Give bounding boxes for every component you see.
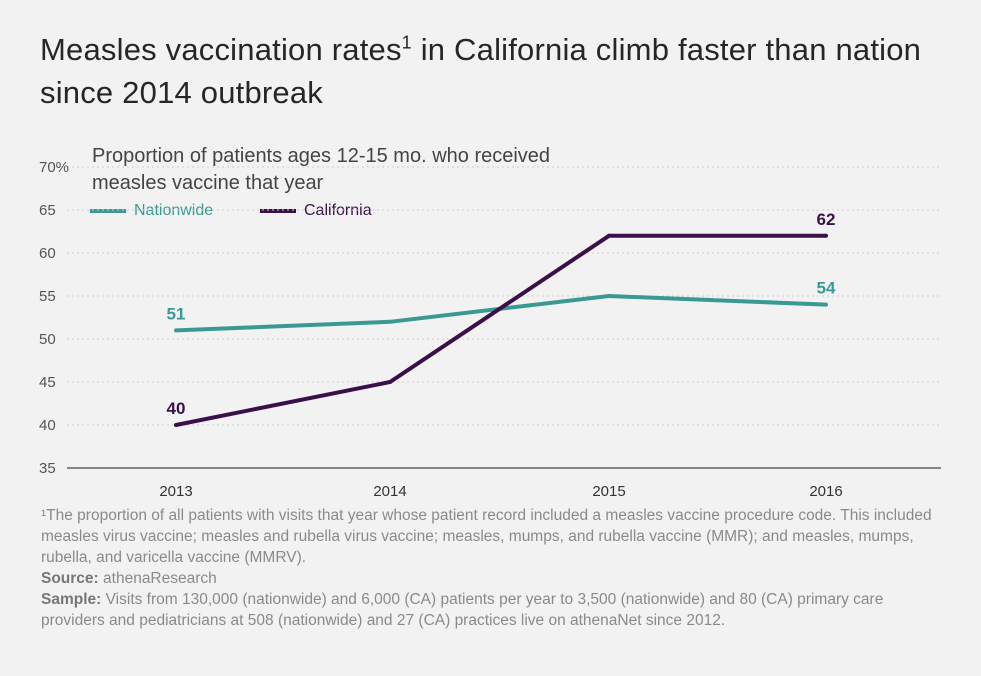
y-tick-label: 35	[39, 460, 56, 477]
y-tick-label: 45	[39, 374, 56, 391]
x-tick-label: 2013	[159, 483, 192, 500]
x-tick-label: 2015	[592, 483, 625, 500]
data-point	[607, 294, 611, 298]
notes: ¹The proportion of all patients with vis…	[41, 505, 951, 631]
y-tick-label: 50	[39, 331, 56, 348]
data-point	[174, 423, 178, 427]
title-main: Measles vaccination rates	[40, 32, 402, 67]
y-tick-label: 40	[39, 417, 56, 434]
data-point	[174, 328, 178, 333]
data-point	[388, 319, 392, 324]
data-point	[388, 380, 392, 384]
x-tick-label: 2016	[809, 483, 842, 500]
y-tick-label: 70%	[39, 159, 69, 176]
title-rest: in California climb faster than nation s…	[40, 32, 922, 110]
source-line: Source: athenaResearch	[41, 568, 951, 589]
y-tick-label: 55	[39, 288, 56, 305]
source-text: athenaResearch	[98, 570, 217, 587]
data-label: 54	[817, 279, 836, 298]
data-label: 51	[167, 304, 186, 323]
y-tick-label: 65	[39, 202, 56, 219]
title-footnote-marker: 1	[401, 32, 412, 53]
data-point	[824, 302, 828, 307]
footnote: ¹The proportion of all patients with vis…	[41, 507, 932, 566]
x-tick-label: 2014	[373, 483, 406, 500]
data-label: 40	[167, 399, 186, 418]
sample-label: Sample:	[41, 591, 102, 608]
series-line-nationwide	[175, 293, 827, 333]
chart-subtitle: Proportion of patients ages 12-15 mo. wh…	[92, 145, 551, 194]
data-label: 62	[817, 210, 836, 229]
legend-swatch-nationwide	[90, 208, 126, 213]
source-label: Source:	[41, 570, 99, 587]
series-line-california	[175, 233, 826, 427]
sample-line: Sample: Visits from 130,000 (nationwide)…	[41, 589, 951, 631]
legend-swatch-california	[260, 208, 296, 213]
sample-text: Visits from 130,000 (nationwide) and 6,0…	[41, 591, 884, 629]
data-point	[607, 233, 611, 238]
y-tick-label: 60	[39, 245, 56, 262]
chart-title: Measles vaccination rates1 in California…	[40, 28, 940, 114]
data-point	[824, 233, 828, 238]
